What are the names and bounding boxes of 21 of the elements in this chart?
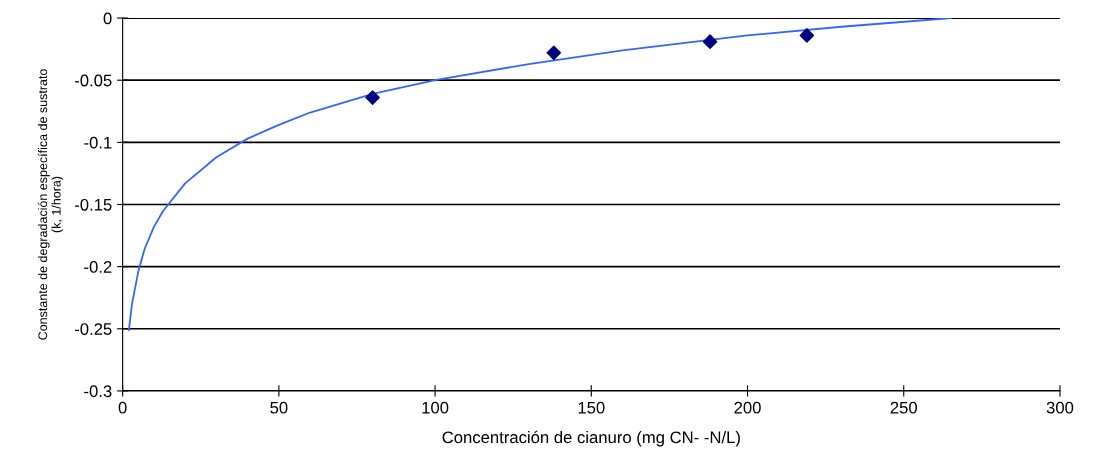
x-tick-label: 250 <box>890 401 917 414</box>
x-tick-label: 50 <box>270 401 288 414</box>
y-tick-label: -0.1 <box>84 136 112 149</box>
y-axis-title: Constante de degradación específica de sustrato (k, 1/hora) <box>37 69 64 340</box>
line-series <box>127 18 952 331</box>
y-tick-label: -0.2 <box>84 261 112 273</box>
y-tick-label: -0.3 <box>84 385 112 398</box>
x-tick-label: 150 <box>578 401 605 414</box>
x-tick-label: 300 <box>1046 401 1074 414</box>
point <box>702 34 718 49</box>
x-tick-label: 0 <box>118 401 127 414</box>
x-tick-label: 100 <box>422 401 449 414</box>
y-tick-label: -0.25 <box>74 323 112 335</box>
point <box>799 28 815 43</box>
x-tick-label: 200 <box>734 401 761 414</box>
x-axis-title: Concentración de cianuro (mg CN- -N/L) <box>442 430 740 447</box>
y-tick-label: 0 <box>103 12 112 25</box>
point <box>365 90 380 105</box>
point <box>546 45 562 61</box>
y-tick-label: -0.05 <box>74 74 112 87</box>
y-tick-label: -0.15 <box>74 198 112 211</box>
